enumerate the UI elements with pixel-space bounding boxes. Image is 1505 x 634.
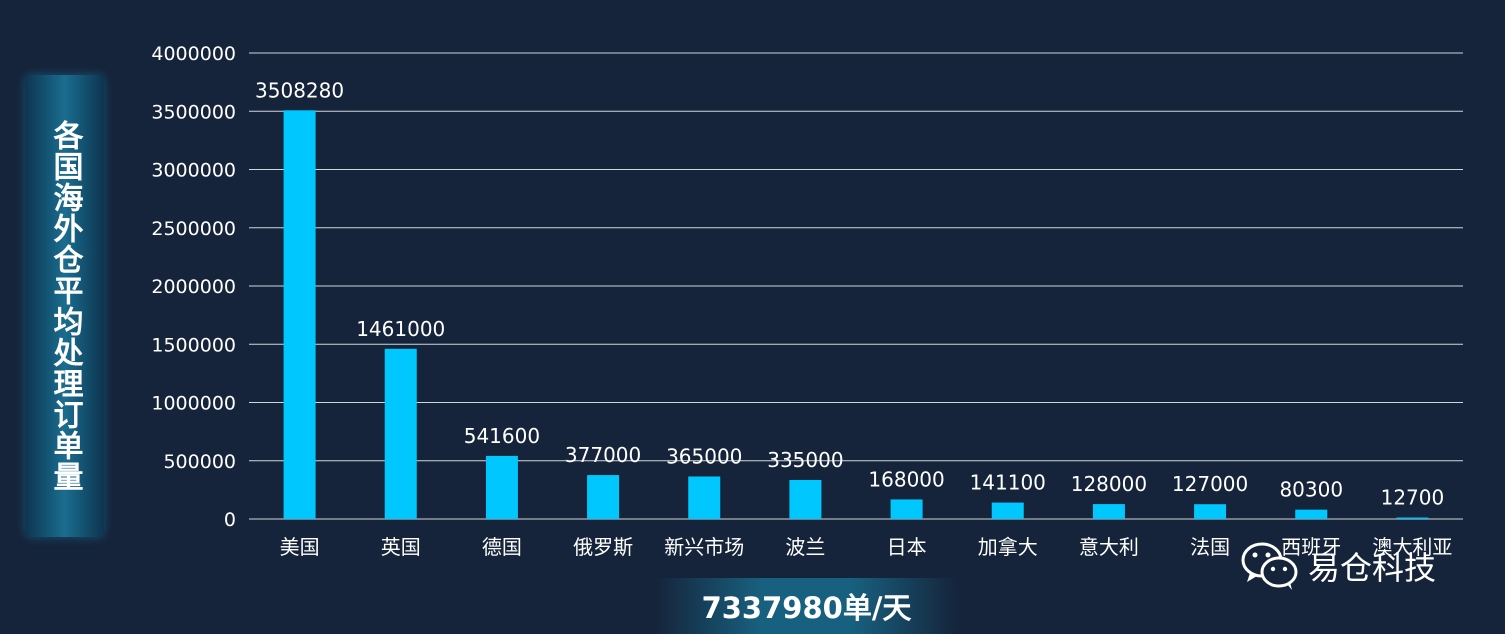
bar [890,499,923,519]
x-tick-labels: 美国 英国 德国 俄罗斯 新兴市场 波兰 日本 加拿大 意大利 法国 西班牙 澳大利亚 [280,535,1453,559]
x-tick-label: 波兰 [785,535,825,559]
x-tick-label: 俄罗斯 [573,535,633,559]
x-tick-label: 加拿大 [978,535,1038,559]
bar [587,475,620,519]
data-label: 12700 [1381,486,1445,510]
bar [1194,504,1227,519]
bars [283,110,1429,520]
x-tick-label: 法国 [1190,535,1230,559]
data-label: 365000 [666,444,742,468]
y-tick-label: 3000000 [151,160,236,182]
total-orders-banner: 7337980单/天 [655,578,958,634]
y-tick-label: 2000000 [151,276,236,298]
y-tick-label: 3500000 [151,101,236,123]
y-tick-label: 2500000 [151,218,236,240]
data-label: 1461000 [356,317,445,341]
data-label: 80300 [1279,478,1343,502]
bar [789,479,822,519]
data-label: 335000 [767,448,843,472]
y-tick-label: 4000000 [151,43,236,65]
x-tick-label: 西班牙 [1281,535,1341,559]
total-orders-value: 7337980单/天 [701,591,912,625]
x-tick-label: 美国 [280,535,320,559]
y-axis-label-panel: 各国海外仓平均处理订单量 [25,75,104,537]
watermark: 易仓科技 [1240,538,1436,594]
data-label: 377000 [565,443,641,467]
x-tick-label: 英国 [381,535,421,559]
x-tick-label: 意大利 [1079,535,1139,559]
bar [283,110,316,520]
bar [688,476,721,519]
y-tick-label: 500000 [163,451,236,473]
bar [991,502,1024,519]
grid-lines [249,52,1463,520]
bar [384,348,417,519]
x-tick-label: 日本 [887,535,927,559]
y-axis-label: 各国海外仓平均处理订单量 [47,120,83,492]
x-tick-label: 澳大利亚 [1372,535,1452,559]
wechat-icon [1240,540,1300,592]
bar [1295,509,1328,519]
y-tick-label: 1500000 [151,334,236,356]
bar [485,455,518,519]
y-tick-label: 1000000 [151,393,236,415]
x-tick-label: 新兴市场 [664,535,744,559]
y-tick-label: 0 [224,509,236,531]
watermark-text: 易仓科技 [1308,549,1437,587]
bar [1396,517,1429,519]
y-tick-labels: 0 500000 1000000 1500000 2000000 2500000 30000… [151,43,236,531]
data-label: 3508280 [255,78,344,102]
data-label: 141100 [970,471,1046,495]
bar [1092,504,1125,519]
data-label: 541600 [464,424,540,448]
data-label: 127000 [1172,472,1248,496]
data-label: 128000 [1071,472,1147,496]
data-labels: 3508280 1461000 541600 377000 365000 335000 16… [255,78,1444,509]
x-tick-label: 德国 [482,535,522,559]
data-label: 168000 [868,467,944,491]
